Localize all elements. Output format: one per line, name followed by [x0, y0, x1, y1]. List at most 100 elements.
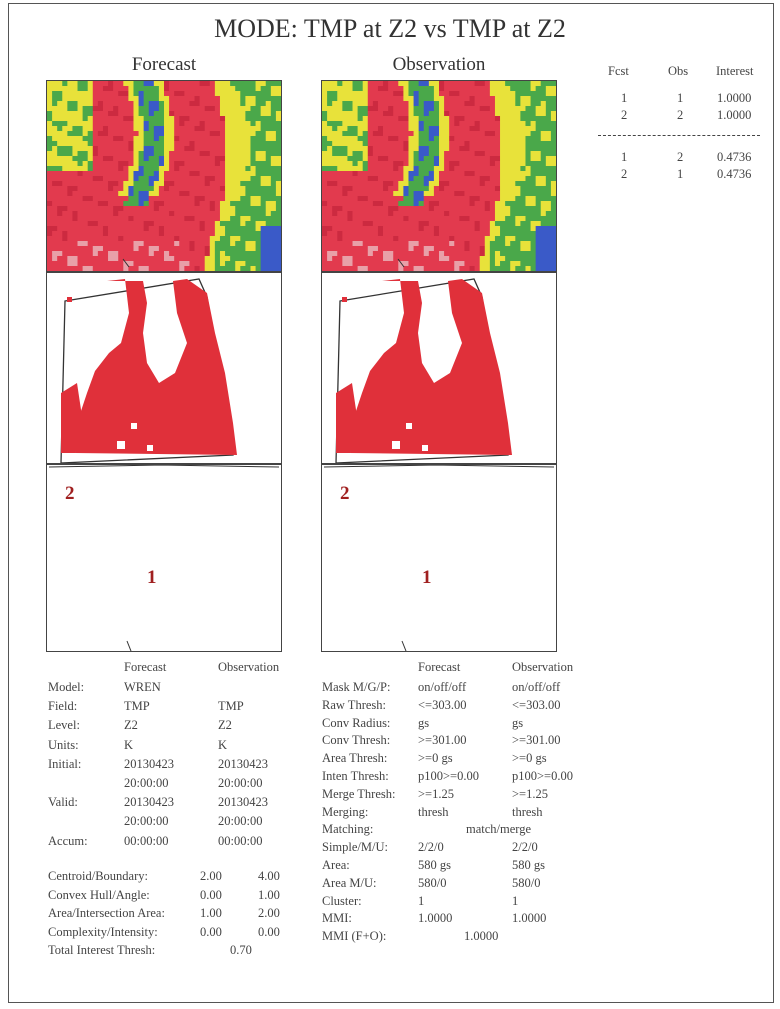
right-row-forecast: 580 gs	[418, 858, 451, 872]
right-row-forecast: p100>=0.00	[418, 769, 479, 783]
left-row-observation: 00:00:00	[218, 833, 263, 848]
left-row-observation: 20130423	[218, 756, 268, 771]
observation-raw-field-panel	[321, 80, 557, 272]
left-row-label: Field:	[48, 699, 78, 714]
right-row-forecast: 2/2/0	[418, 840, 444, 855]
right-row-observation: 580/0	[512, 875, 541, 890]
weight-value: 1.00	[258, 887, 280, 902]
right-row-forecast: >=301.00	[418, 733, 467, 748]
forecast-raw-field-image	[47, 81, 281, 271]
observation-object-image	[335, 278, 512, 463]
observation-object-label-2: 2	[340, 483, 350, 504]
right-row-label: Area:	[322, 858, 350, 872]
left-row-forecast: K	[124, 737, 134, 752]
right-row-label: Inten Thresh:	[322, 769, 389, 783]
interest-row: 1.0000	[717, 91, 752, 105]
right-row-forecast: gs	[418, 715, 430, 730]
observation-raw-field-image	[322, 81, 556, 271]
right-row-label: Simple/M/U:	[322, 840, 388, 855]
left-row-forecast: WREN	[124, 680, 161, 694]
weight-label: Complexity/Intensity:	[48, 924, 158, 939]
left-row-observation: 20130423	[218, 795, 268, 810]
weight-value: 0.00	[258, 924, 280, 939]
weight-value: 2.00	[200, 869, 222, 883]
right-row-observation: >=1.25	[512, 786, 548, 801]
right-header-forecast: Forecast	[418, 660, 461, 674]
forecast-hull-outline	[48, 465, 280, 651]
left-row-forecast: 20:00:00	[124, 776, 169, 790]
right-row-forecast: <=303.00	[418, 697, 467, 712]
right-row-label: Merging:	[322, 804, 369, 819]
left-row-label: Accum:	[48, 833, 88, 848]
right-row-label: Area M/U:	[322, 875, 377, 890]
left-header-forecast: Forecast	[124, 660, 167, 674]
right-row-label: Merge Thresh:	[322, 786, 396, 801]
left-row-forecast: 20130423	[124, 795, 174, 810]
observation-hull-outline	[323, 465, 555, 651]
right-row-label: MMI (F+O):	[322, 929, 387, 944]
observation-object-label-1: 1	[422, 567, 432, 588]
right-row-label: Area Thresh:	[322, 751, 388, 766]
right-row-observation: <=303.00	[512, 697, 561, 712]
weight-label: Area/Intersection Area:	[48, 906, 165, 920]
interest-header-obs: Obs	[668, 64, 689, 78]
left-row-observation: Z2	[218, 718, 232, 733]
forecast-object-label-2: 2	[65, 483, 75, 504]
observation-label-panel: 2 1	[321, 464, 557, 652]
interest-row: 1	[621, 91, 628, 105]
page-title: MODE: TMP at Z2 vs TMP at Z2	[214, 14, 566, 43]
interest-row: 1	[677, 91, 684, 105]
total-interest-label: Total Interest Thresh:	[48, 943, 156, 957]
forecast-label-panel: 2 1	[46, 464, 282, 652]
observation-object-panel	[321, 272, 557, 464]
weight-label: Centroid/Boundary:	[48, 869, 148, 883]
right-row-observation: >=301.00	[512, 733, 561, 748]
right-row-observation: 580 gs	[512, 858, 545, 872]
weight-value: 0.00	[200, 887, 222, 902]
left-row-forecast: Z2	[124, 718, 138, 733]
right-row-forecast: thresh	[418, 804, 449, 819]
left-row-forecast: 20:00:00	[124, 814, 169, 829]
weight-label: Convex Hull/Angle:	[48, 887, 150, 902]
right-row-observation: 1	[512, 893, 519, 908]
right-row-label: Conv Radius:	[322, 715, 391, 730]
forecast-object-image	[60, 278, 237, 463]
interest-row: 2	[677, 150, 684, 164]
right-header-observation: Observation	[512, 660, 574, 674]
right-row-observation: gs	[512, 715, 524, 730]
right-row-label: Matching:	[322, 822, 374, 837]
interest-row: 2	[677, 108, 684, 122]
interest-row: 1.0000	[717, 108, 752, 122]
interest-row: 1	[621, 150, 628, 164]
right-row-forecast: >=0 gs	[418, 751, 453, 766]
left-row-observation: K	[218, 737, 228, 752]
right-row-forecast: on/off/off	[418, 680, 467, 694]
right-row-label: MMI:	[322, 911, 352, 926]
left-row-label: Level:	[48, 718, 80, 733]
right-row-mmi-combined: 1.0000	[464, 929, 499, 944]
right-row-label: Conv Thresh:	[322, 733, 391, 748]
right-row-observation: on/off/off	[512, 680, 561, 694]
left-row-label: Valid:	[48, 795, 78, 810]
right-row-forecast: 1	[418, 893, 425, 908]
right-row-observation: thresh	[512, 804, 543, 819]
interest-header-fcst: Fcst	[608, 64, 629, 78]
interest-row: 1	[677, 167, 684, 181]
left-row-label: Model:	[48, 680, 85, 694]
right-row-forecast: 580/0	[418, 875, 447, 890]
left-row-forecast: 20130423	[124, 756, 174, 771]
right-row-observation: p100>=0.00	[512, 769, 573, 783]
right-row-observation: 2/2/0	[512, 840, 538, 855]
left-row-forecast: TMP	[124, 699, 150, 714]
forecast-title: Forecast	[131, 54, 197, 75]
interest-divider	[598, 135, 760, 136]
left-row-forecast: 00:00:00	[124, 833, 169, 848]
interest-row: 2	[621, 167, 628, 181]
right-row-label: Raw Thresh:	[322, 697, 386, 712]
weight-value: 0.00	[200, 924, 222, 939]
left-row-observation: 20:00:00	[218, 814, 263, 829]
left-header-observation: Observation	[218, 660, 280, 674]
interest-row: 0.4736	[717, 150, 752, 164]
forecast-object-label-1: 1	[147, 567, 157, 588]
interest-header-interest: Interest	[716, 64, 754, 78]
